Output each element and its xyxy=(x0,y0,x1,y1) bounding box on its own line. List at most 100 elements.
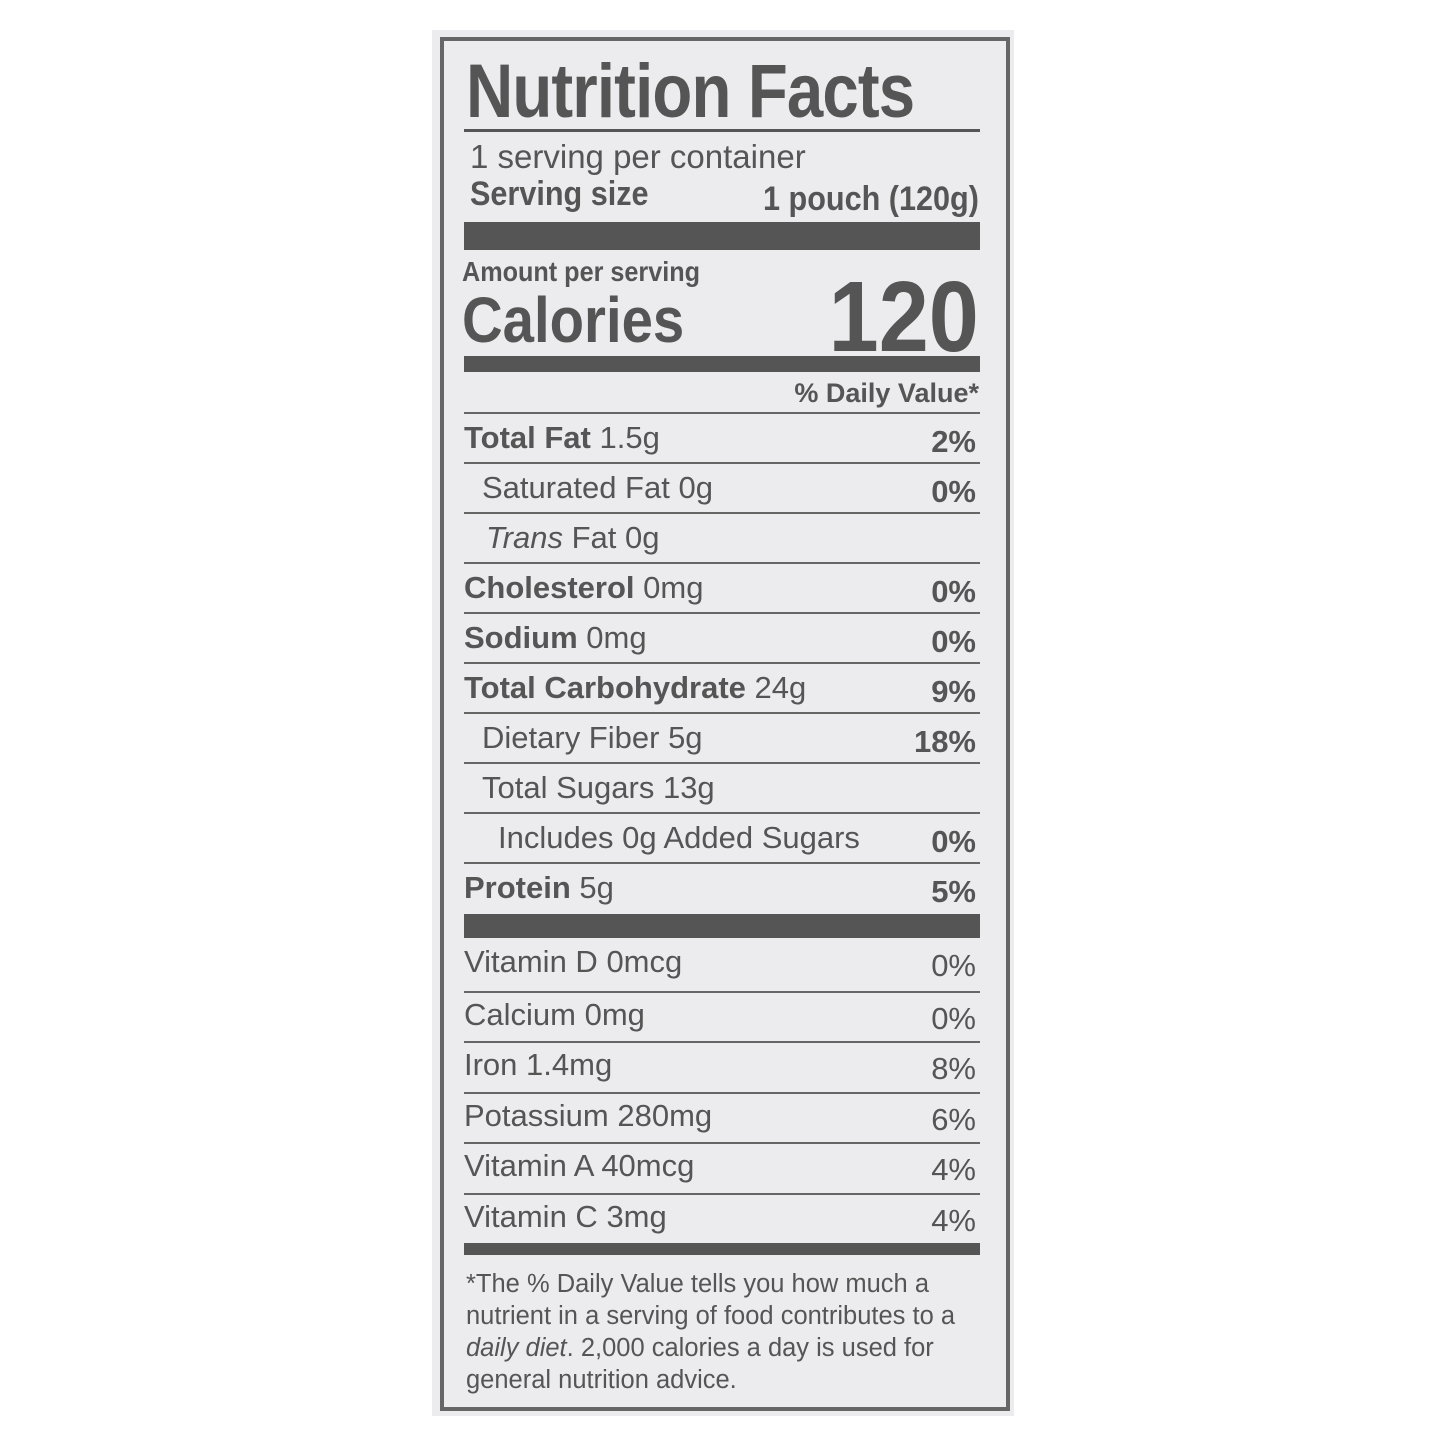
serving-size-label-text: Serving size xyxy=(470,175,649,213)
title-text: Nutrition Facts xyxy=(466,49,915,134)
vitamin-amount: 1.4mg xyxy=(526,1047,613,1082)
nutrient-label: Protein 5g xyxy=(464,870,614,906)
vitamin-row: Vitamin A 40mcg 4% xyxy=(464,1142,980,1192)
vitamin-label: Potassium 280mg xyxy=(464,1098,712,1134)
nutrient-row: Cholesterol 0mg 0% xyxy=(464,562,980,612)
nutrient-name: Saturated Fat xyxy=(482,470,670,505)
vitamin-label: Vitamin A 40mcg xyxy=(464,1148,694,1184)
nutrient-name: Includes 0g Added Sugars xyxy=(498,820,860,855)
calories-label: Calories xyxy=(462,283,715,357)
daily-value-percent: 8% xyxy=(931,1051,976,1086)
vitamin-name: Calcium xyxy=(464,996,576,1032)
nutrient-amount: 0mg xyxy=(586,620,647,655)
serving-size-value-text: 1 pouch (120g) xyxy=(763,180,979,218)
daily-value-percent: 4% xyxy=(931,1152,976,1187)
footnote-text-end: . 2,000 calories a day is used for gener… xyxy=(466,1334,934,1394)
daily-value-percent: 0% xyxy=(931,474,976,509)
nutrient-name: Total Fat xyxy=(464,420,591,455)
nutrient-row: Total Fat 1.5g 2% xyxy=(464,412,980,462)
vitamin-name: Iron xyxy=(464,1047,518,1082)
vitamin-label: Calcium 0mg xyxy=(464,997,645,1033)
nutrient-label: Total Sugars 13g xyxy=(482,770,715,806)
nutrient-label: Cholesterol 0mg xyxy=(464,570,703,606)
vitamin-amount: 3mg xyxy=(606,1198,667,1234)
nutrient-row: Saturated Fat 0g 0% xyxy=(464,462,980,512)
nutrient-amount: 0g xyxy=(625,520,660,555)
nutrient-label: Includes 0g Added Sugars xyxy=(498,820,860,856)
nutrient-row: Total Carbohydrate 24g 9% xyxy=(464,662,980,712)
nutrient-row: Dietary Fiber 5g 18% xyxy=(464,712,980,762)
vitamin-amount: 280mg xyxy=(617,1097,713,1133)
nutrient-label: Total Fat 1.5g xyxy=(464,420,660,456)
daily-value-percent: 9% xyxy=(931,674,976,709)
vitamin-name: Vitamin C xyxy=(464,1198,598,1234)
nutrient-label: Sodium 0mg xyxy=(464,620,647,656)
footnote-text: *The % Daily Value tells you how much a … xyxy=(466,1270,956,1330)
nutrient-row: Sodium 0mg 0% xyxy=(464,612,980,662)
vitamin-name: Potassium xyxy=(464,1097,609,1133)
nutrient-name: Total Sugars xyxy=(482,770,655,805)
vitamin-amount: 0mg xyxy=(584,996,645,1032)
label-title: Nutrition Facts xyxy=(466,48,987,135)
nutrient-amount: 24g xyxy=(754,670,807,705)
vitamin-amount: 40mcg xyxy=(601,1148,695,1183)
daily-value-percent: 4% xyxy=(931,1202,976,1238)
calories-value-text: 120 xyxy=(828,261,979,373)
nutrient-name: Protein xyxy=(464,870,571,905)
nutrient-label: Trans Fat 0g xyxy=(486,520,659,556)
vitamin-label: Vitamin D 0mcg xyxy=(464,944,682,980)
serving-size-value: 1 pouch (120g) xyxy=(739,180,979,219)
medium-divider xyxy=(464,1243,980,1255)
thick-divider xyxy=(464,222,980,250)
nutrient-amount: 13g xyxy=(662,770,715,805)
nutrient-row: Trans Fat 0g xyxy=(464,512,980,562)
calories-value: 120 xyxy=(812,260,979,375)
daily-value-percent: 0% xyxy=(931,574,976,609)
nutrient-amount: 1.5g xyxy=(599,420,660,455)
vitamin-name: Vitamin D xyxy=(464,944,598,979)
nutrient-name: Total Carbohydrate xyxy=(464,670,746,705)
label-background xyxy=(432,30,1014,1416)
daily-value-percent: 6% xyxy=(931,1101,976,1137)
nutrient-amount: 5g xyxy=(668,720,703,755)
nutrient-name-suffix: Fat xyxy=(571,520,617,555)
daily-value-percent: 18% xyxy=(913,724,976,759)
nutrient-row: Total Sugars 13g xyxy=(464,762,980,812)
vitamin-label: Iron 1.4mg xyxy=(464,1047,612,1083)
divider xyxy=(464,129,980,132)
nutrient-name: Trans xyxy=(486,520,563,555)
nutrient-row: Includes 0g Added Sugars 0% xyxy=(464,812,980,862)
nutrient-label: Dietary Fiber 5g xyxy=(482,720,703,756)
vitamin-row: Iron 1.4mg 8% xyxy=(464,1041,980,1091)
medium-divider xyxy=(464,356,980,372)
nutrient-name: Dietary Fiber xyxy=(482,720,660,755)
thick-divider xyxy=(464,914,980,938)
nutrient-amount: 5g xyxy=(579,870,614,905)
servings-per-container: 1 serving per container xyxy=(470,138,806,175)
vitamin-row: Vitamin D 0mcg 0% xyxy=(464,940,980,990)
vitamin-row: Calcium 0mg 0% xyxy=(464,990,980,1041)
vitamin-label: Vitamin C 3mg xyxy=(464,1199,667,1235)
daily-value-percent: 2% xyxy=(931,424,976,459)
label-border xyxy=(440,37,1010,1411)
vitamin-row: Vitamin C 3mg 4% xyxy=(464,1192,980,1243)
footnote: *The % Daily Value tells you how much a … xyxy=(466,1268,986,1396)
amount-per-serving: Amount per serving xyxy=(462,256,726,288)
daily-value-percent: 0% xyxy=(931,948,976,983)
nutrient-name: Cholesterol xyxy=(464,570,635,605)
calories-label-text: Calories xyxy=(462,284,685,356)
daily-value-percent: 0% xyxy=(931,624,976,659)
nutrient-amount: 0mg xyxy=(643,570,704,605)
vitamin-row: Potassium 280mg 6% xyxy=(464,1091,980,1142)
daily-value-percent: 0% xyxy=(931,824,976,859)
daily-value-header: % Daily Value* xyxy=(794,378,979,408)
nutrient-row: Protein 5g 5% xyxy=(464,862,980,912)
vitamin-name: Vitamin A xyxy=(464,1148,593,1183)
amount-per-serving-text: Amount per serving xyxy=(462,256,701,287)
daily-value-percent: 0% xyxy=(931,1000,976,1036)
nutrient-label: Total Carbohydrate 24g xyxy=(464,670,806,706)
footnote-italic: daily diet xyxy=(466,1334,567,1362)
nutrient-amount: 0g xyxy=(678,470,713,505)
vitamin-amount: 0mcg xyxy=(606,944,683,979)
nutrient-label: Saturated Fat 0g xyxy=(482,470,713,506)
